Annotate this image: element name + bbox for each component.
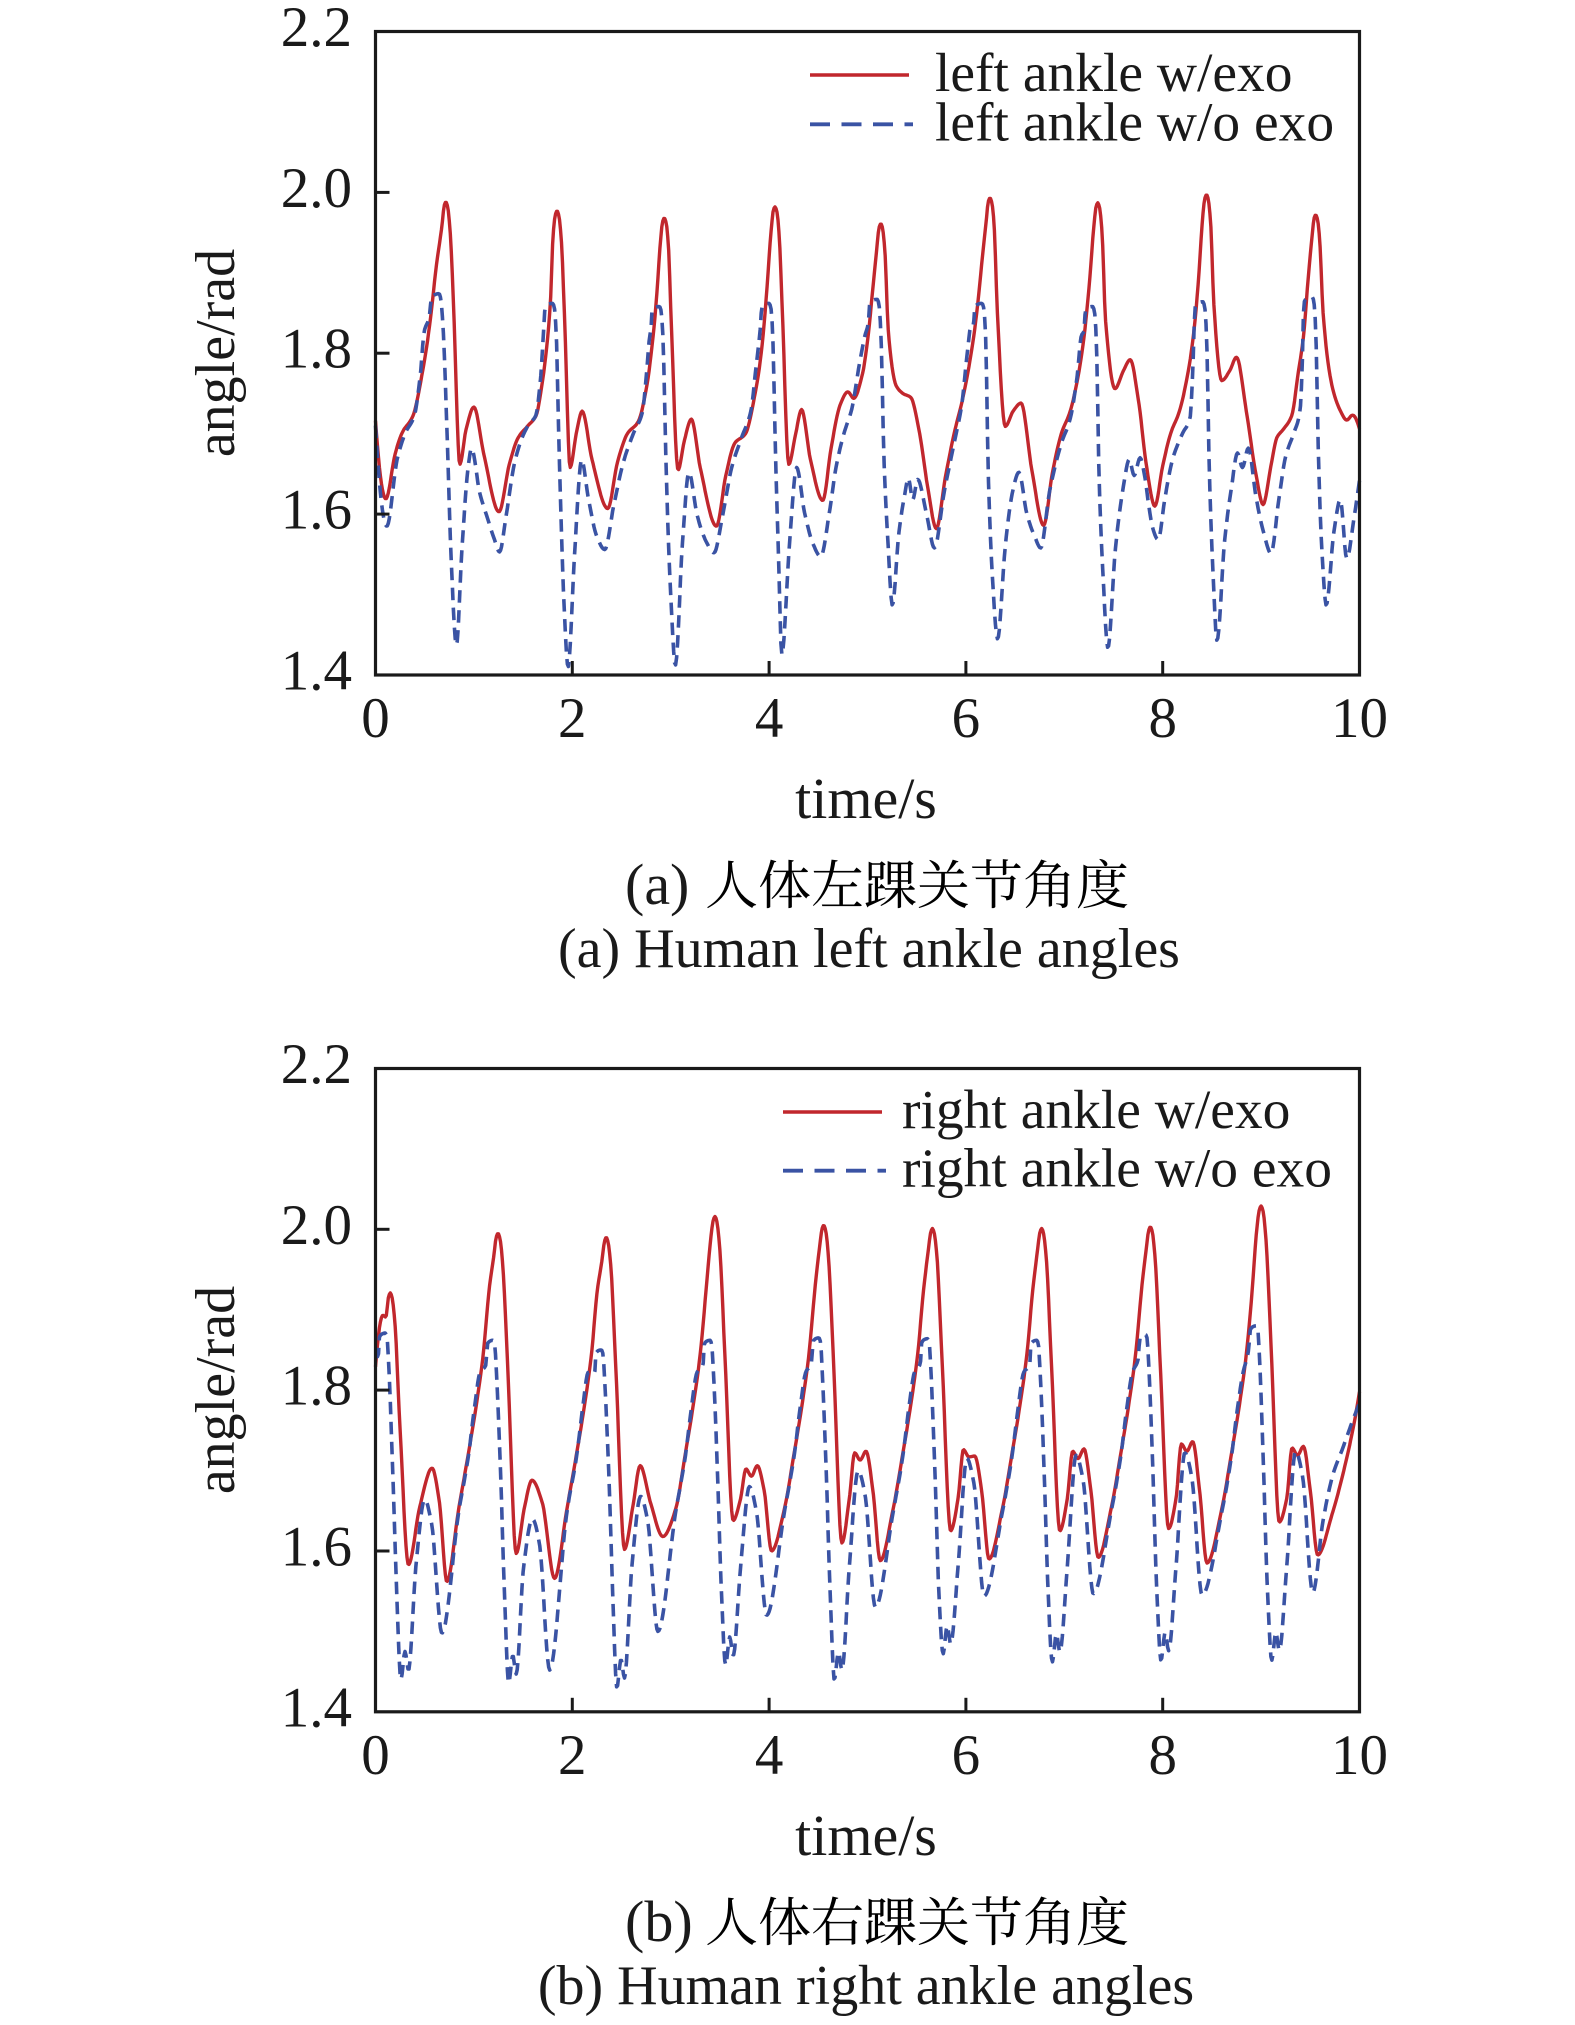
svg-text:2: 2: [558, 1724, 587, 1787]
svg-text:10: 10: [1331, 1724, 1388, 1787]
svg-text:(b): (b): [625, 1889, 693, 1954]
svg-text:1.6: 1.6: [281, 479, 352, 542]
svg-text:1.8: 1.8: [281, 1355, 352, 1418]
svg-text:1.4: 1.4: [281, 640, 352, 703]
svg-text:10: 10: [1331, 687, 1388, 750]
svg-text:2: 2: [558, 687, 587, 750]
svg-text:1.6: 1.6: [281, 1516, 352, 1579]
svg-text:8: 8: [1148, 1724, 1177, 1787]
svg-text:angle/rad: angle/rad: [185, 1286, 247, 1494]
svg-text:left ankle w/exo: left ankle w/exo: [935, 43, 1293, 104]
svg-text:(a): (a): [625, 852, 689, 917]
svg-text:4: 4: [755, 687, 784, 750]
svg-text:6: 6: [952, 1724, 981, 1787]
svg-text:0: 0: [361, 1724, 390, 1787]
svg-text:(b) Human right ankle angles: (b) Human right ankle angles: [538, 1955, 1194, 2017]
svg-text:angle/rad: angle/rad: [185, 249, 247, 457]
svg-text:2.0: 2.0: [281, 1194, 352, 1257]
svg-text:8: 8: [1148, 687, 1177, 750]
svg-text:time/s: time/s: [795, 1803, 937, 1868]
svg-text:right ankle w/o exo: right ankle w/o exo: [902, 1139, 1332, 1200]
svg-text:left ankle w/o exo: left ankle w/o exo: [935, 92, 1334, 153]
svg-text:(a) Human left ankle angles: (a) Human left ankle angles: [558, 918, 1180, 980]
svg-text:2.0: 2.0: [281, 157, 352, 220]
svg-text:0: 0: [361, 687, 390, 750]
svg-text:4: 4: [755, 1724, 784, 1787]
svg-text:time/s: time/s: [795, 766, 937, 831]
svg-text:6: 6: [952, 687, 981, 750]
svg-text:1.8: 1.8: [281, 318, 352, 381]
svg-text:1.4: 1.4: [281, 1676, 352, 1739]
svg-text:right ankle w/exo: right ankle w/exo: [902, 1080, 1290, 1141]
svg-text:2.2: 2.2: [281, 0, 352, 59]
svg-text:2.2: 2.2: [281, 1033, 352, 1096]
